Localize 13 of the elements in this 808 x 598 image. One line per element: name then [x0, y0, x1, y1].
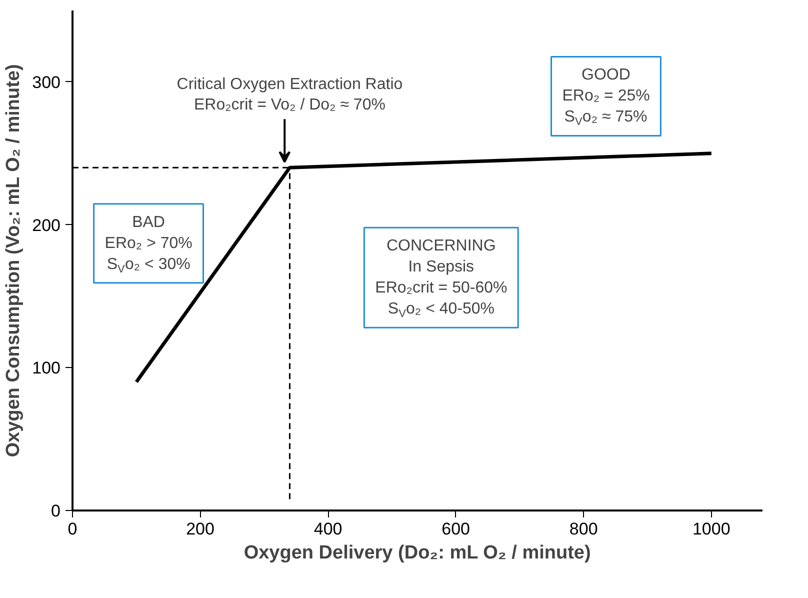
x-tick-label: 0 — [68, 520, 78, 538]
x-tick-label: 400 — [314, 520, 342, 538]
y-tick-label: 100 — [32, 358, 61, 378]
annotation: Critical Oxygen Extraction Ratio ERo₂crit = Vo₂ / Do₂ ≈ 70% — [176, 76, 403, 114]
x-tick-label: 800 — [569, 520, 598, 538]
y-tick-label: 0 — [51, 502, 61, 520]
x-tick-label: 200 — [186, 520, 214, 538]
x-tick-label: 600 — [442, 520, 470, 538]
y-tick-label: 300 — [32, 72, 61, 92]
y-axis-title: Oxygen Consumption (Vo₂: mL O₂ / minute) — [3, 64, 24, 458]
x-tick-label: 1000 — [692, 520, 730, 538]
y-tick-label: 200 — [32, 216, 61, 235]
x-axis-title: Oxygen Delivery (Do₂: mL O₂ / minute) — [244, 542, 591, 564]
